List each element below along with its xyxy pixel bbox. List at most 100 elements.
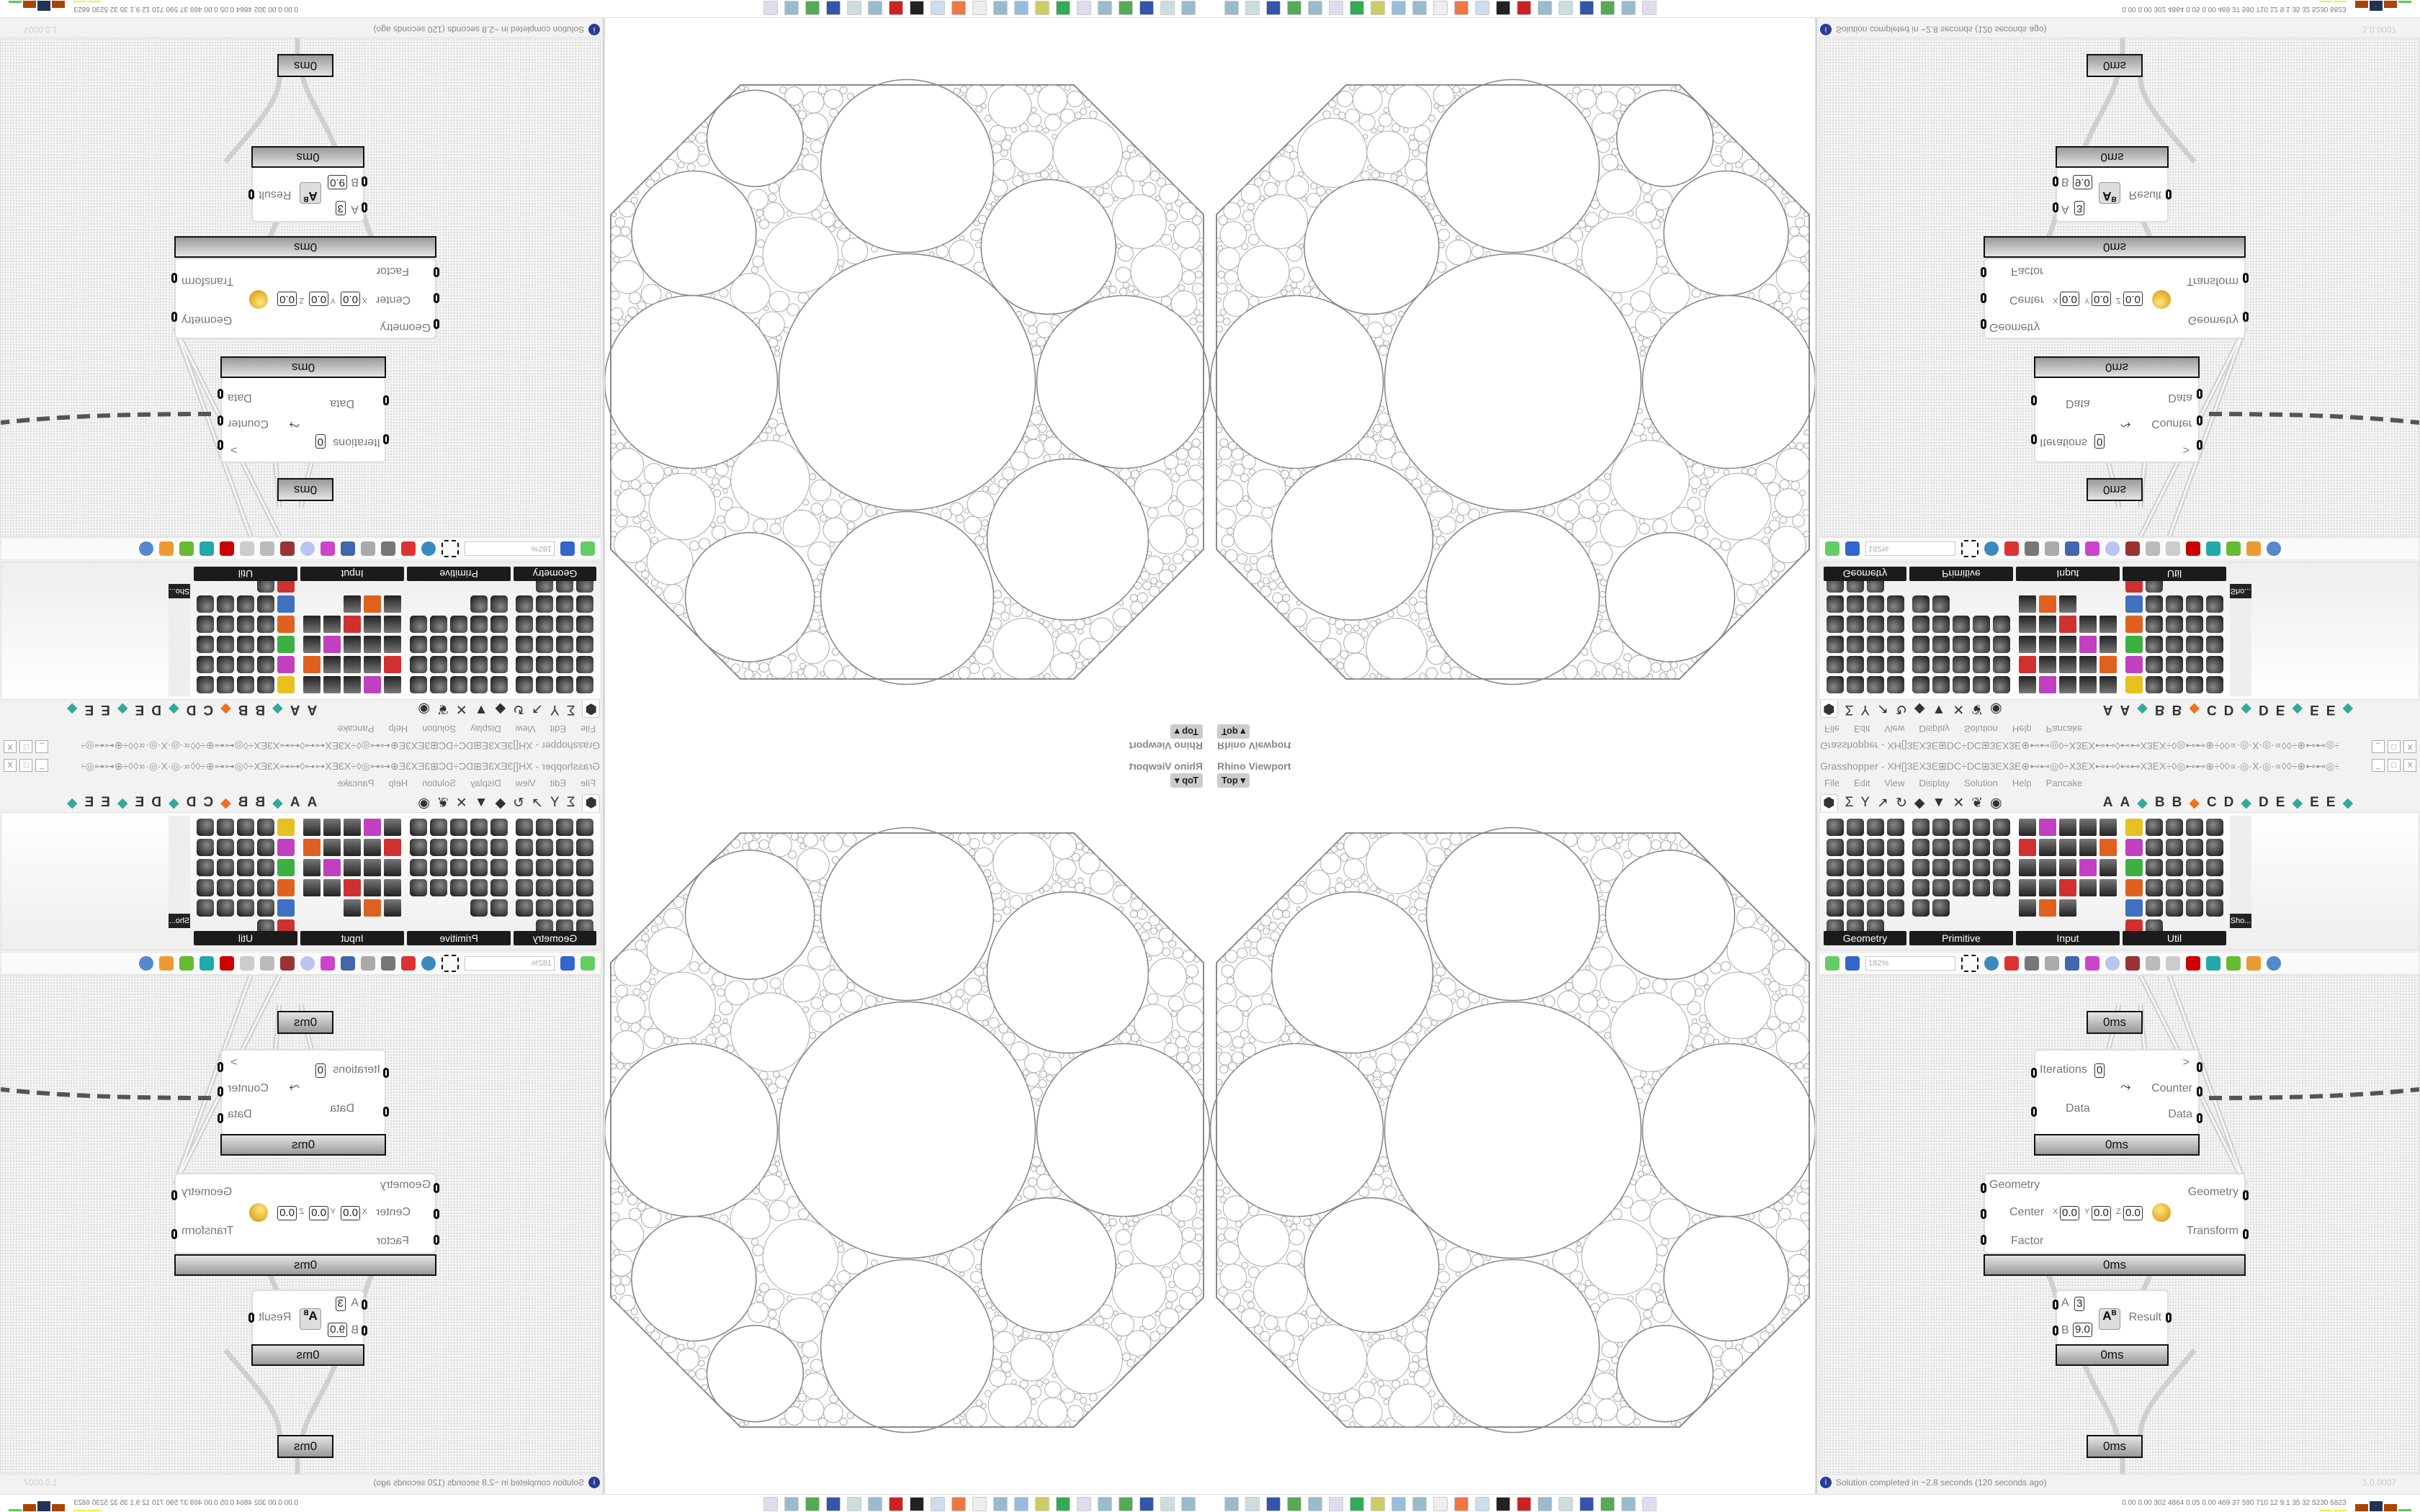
plugin-tab-d[interactable]: D (2259, 795, 2269, 810)
cone-icon[interactable] (2146, 541, 2160, 556)
component-icon[interactable] (2059, 819, 2076, 836)
component-icon[interactable] (2019, 839, 2036, 856)
component-icon[interactable] (257, 879, 274, 896)
node-time-power[interactable]: 0ms (2056, 1344, 2169, 1366)
cluster-icon[interactable] (361, 541, 375, 556)
taskbar-app-icon[interactable] (784, 1497, 799, 1511)
component-icon[interactable] (2186, 819, 2203, 836)
component-icon[interactable] (2166, 636, 2183, 653)
component-icon[interactable] (1867, 636, 1884, 653)
component-icon[interactable] (556, 839, 573, 856)
component-icon[interactable] (2059, 879, 2076, 896)
component-icon[interactable] (1887, 879, 1904, 896)
component-icon[interactable] (303, 656, 321, 673)
component-icon[interactable] (1912, 656, 1930, 673)
center-y-value[interactable]: 0.0 (2092, 1206, 2111, 1220)
taskbar-app-icon[interactable] (993, 1, 1008, 15)
plugin-tab-a[interactable]: A (2102, 795, 2113, 810)
teal-icon[interactable] (2206, 541, 2220, 556)
plugin-tab-d[interactable]: D (151, 702, 161, 717)
output-grip[interactable] (171, 1190, 177, 1200)
group-icon[interactable] (2065, 541, 2079, 556)
output-grip[interactable] (2166, 189, 2172, 199)
component-icon[interactable] (1932, 839, 1950, 856)
component-icon[interactable] (2206, 899, 2223, 917)
disconnect-icon[interactable] (280, 541, 295, 556)
plugin-tab-c[interactable]: C (203, 702, 214, 717)
component-icon[interactable] (556, 656, 573, 673)
menu-edit[interactable]: Edit (1853, 724, 1870, 734)
b-value[interactable]: 9.0 (328, 1323, 347, 1337)
taskbar-app-icon[interactable] (1329, 1, 1343, 15)
component-icon[interactable] (2125, 819, 2143, 836)
component-icon[interactable] (1993, 819, 2010, 836)
iterations-value[interactable]: 0 (315, 434, 326, 449)
component-icon[interactable] (384, 839, 401, 856)
plugin-tab-icon[interactable]: ◆ (168, 795, 179, 811)
component-icon[interactable] (576, 879, 593, 896)
plugin-tab-d[interactable]: D (151, 795, 161, 810)
plugin-tab-icon[interactable]: ◆ (66, 795, 78, 811)
component-icon[interactable] (1867, 819, 1884, 836)
plugin-tab-c[interactable]: C (2206, 795, 2217, 810)
taskbar-app-icon[interactable] (1600, 1, 1615, 15)
output-grip[interactable] (218, 1062, 223, 1072)
component-icon[interactable] (1912, 819, 1930, 836)
open-icon[interactable] (1825, 956, 1839, 971)
component-icon[interactable] (1847, 616, 1864, 633)
component-icon[interactable] (1932, 595, 1950, 613)
node-time-scale[interactable]: 0ms (174, 1254, 436, 1276)
component-icon[interactable] (450, 636, 467, 653)
input-grip[interactable] (434, 267, 439, 277)
component-icon[interactable] (1867, 676, 1884, 693)
display-icon[interactable]: ◉ (418, 701, 430, 717)
output-grip[interactable] (2243, 1190, 2249, 1200)
center-x-value[interactable]: 0.0 (2060, 1206, 2079, 1220)
component-icon[interactable] (384, 879, 401, 896)
intersect-icon[interactable]: ✕ (1953, 795, 1965, 811)
menu-help[interactable]: Help (388, 778, 408, 788)
output-grip[interactable] (218, 1113, 223, 1123)
taskbar-app-icon[interactable] (1621, 1, 1636, 15)
taskbar-app-icon[interactable] (1098, 1497, 1112, 1511)
package-icon[interactable] (2085, 956, 2099, 971)
viewport-view-dropdown[interactable]: Top ▾ (1217, 724, 1250, 739)
maximize-button[interactable]: □ (2388, 759, 2401, 772)
gem-icon[interactable] (2186, 541, 2200, 556)
component-icon[interactable] (490, 899, 508, 917)
output-grip[interactable] (2197, 415, 2202, 426)
panel-label[interactable]: Geometry (1824, 931, 1906, 945)
maths-icon[interactable]: Σ (1845, 702, 1854, 717)
scale-component[interactable]: Geometry Center X 0.0 Y 0.0 Z 0.0 Factor… (171, 258, 439, 339)
component-icon[interactable] (2166, 839, 2183, 856)
component-icon[interactable] (2146, 616, 2163, 633)
menu-display[interactable]: Display (1919, 724, 1950, 734)
sets-icon[interactable]: Y (550, 795, 560, 810)
component-icon[interactable] (217, 595, 234, 613)
component-icon[interactable] (1887, 676, 1904, 693)
preview-icon[interactable] (1984, 541, 1999, 556)
taskbar-app-icon[interactable] (1160, 1497, 1175, 1511)
panel-label[interactable]: Primitive (1909, 567, 2013, 581)
plugin-tab-icon[interactable]: ◆ (2137, 795, 2148, 811)
component-icon[interactable] (470, 676, 488, 693)
component-icon[interactable] (1993, 676, 2010, 693)
node-time-counter[interactable]: 0ms (2034, 1134, 2200, 1156)
taskbar-app-icon[interactable] (1181, 1497, 1196, 1511)
taskbar-app-icon[interactable] (1245, 1497, 1260, 1511)
intersect-icon[interactable]: ✕ (1953, 701, 1965, 717)
component-icon[interactable] (2125, 839, 2143, 856)
component-icon[interactable] (2099, 819, 2117, 836)
component-icon[interactable] (410, 819, 427, 836)
save-icon[interactable] (560, 541, 575, 556)
taskbar-app-icon[interactable] (951, 1, 966, 15)
disconnect-icon[interactable] (2125, 541, 2140, 556)
zoom-extents-icon[interactable] (442, 955, 459, 972)
component-icon[interactable] (430, 616, 447, 633)
teal-icon[interactable] (2206, 956, 2220, 971)
plugin-tab-e[interactable]: E (2275, 795, 2285, 810)
center-z-value[interactable]: 0.0 (2123, 1206, 2143, 1220)
component-icon[interactable] (2099, 879, 2117, 896)
component-icon[interactable] (490, 616, 508, 633)
component-icon[interactable] (1993, 616, 2010, 633)
